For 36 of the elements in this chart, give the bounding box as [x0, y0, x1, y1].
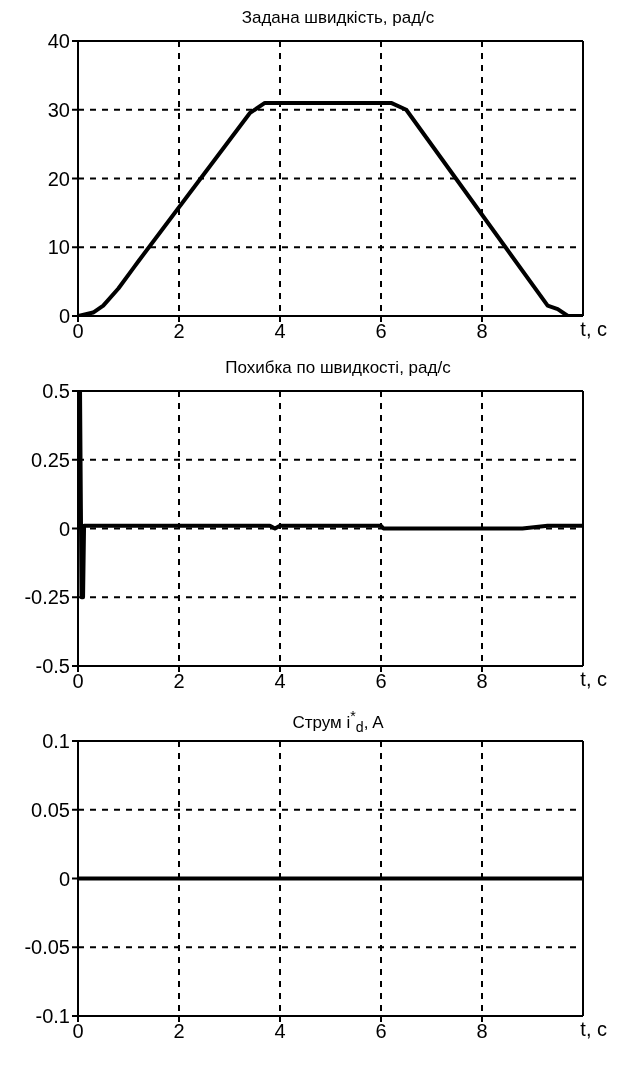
chart-title: Струм i$^{*}$$_{d}$, A [292, 708, 384, 736]
y-tick-label: -0.25 [24, 586, 70, 609]
y-tick-label: 20 [47, 167, 70, 190]
y-tick-label: 0 [58, 305, 70, 328]
x-tick-label: 6 [375, 1020, 387, 1043]
x-tick-label: 8 [476, 670, 488, 693]
x-tick-label: 2 [173, 670, 185, 693]
x-tick-label: 6 [375, 320, 387, 343]
x-axis-title: t, c [580, 668, 607, 691]
x-tick-label: 8 [476, 320, 488, 343]
x-tick-label: 0 [72, 320, 84, 343]
x-tick-label: 0 [72, 1020, 84, 1043]
x-axis-title: t, c [580, 318, 607, 341]
chart-title: Задана швидкість, рад/с [241, 8, 435, 27]
x-tick-label: 6 [375, 670, 387, 693]
y-tick-label: 0.5 [42, 380, 70, 403]
y-tick-label: 0.05 [31, 798, 70, 821]
y-tick-label: 0.25 [31, 448, 70, 471]
x-tick-label: 8 [476, 1020, 488, 1043]
x-tick-label: 2 [173, 1020, 185, 1043]
y-tick-label: 0 [58, 867, 70, 890]
y-tick-label: -0.5 [35, 655, 70, 678]
x-tick-label: 2 [173, 320, 185, 343]
y-tick-label: 30 [47, 98, 70, 121]
y-tick-label: -0.1 [35, 1005, 70, 1028]
y-tick-label: -0.05 [24, 936, 70, 959]
x-tick-label: 0 [72, 670, 84, 693]
x-axis-title: t, c [580, 1018, 607, 1041]
chart-title: Похибка по швидкості, рад/с [225, 358, 451, 377]
x-tick-label: 4 [274, 670, 286, 693]
y-tick-label: 0.1 [42, 730, 70, 753]
x-tick-label: 4 [274, 320, 286, 343]
y-tick-label: 0 [58, 517, 70, 540]
x-tick-label: 4 [274, 1020, 286, 1043]
y-tick-label: 10 [47, 236, 70, 259]
y-tick-label: 40 [47, 30, 70, 53]
